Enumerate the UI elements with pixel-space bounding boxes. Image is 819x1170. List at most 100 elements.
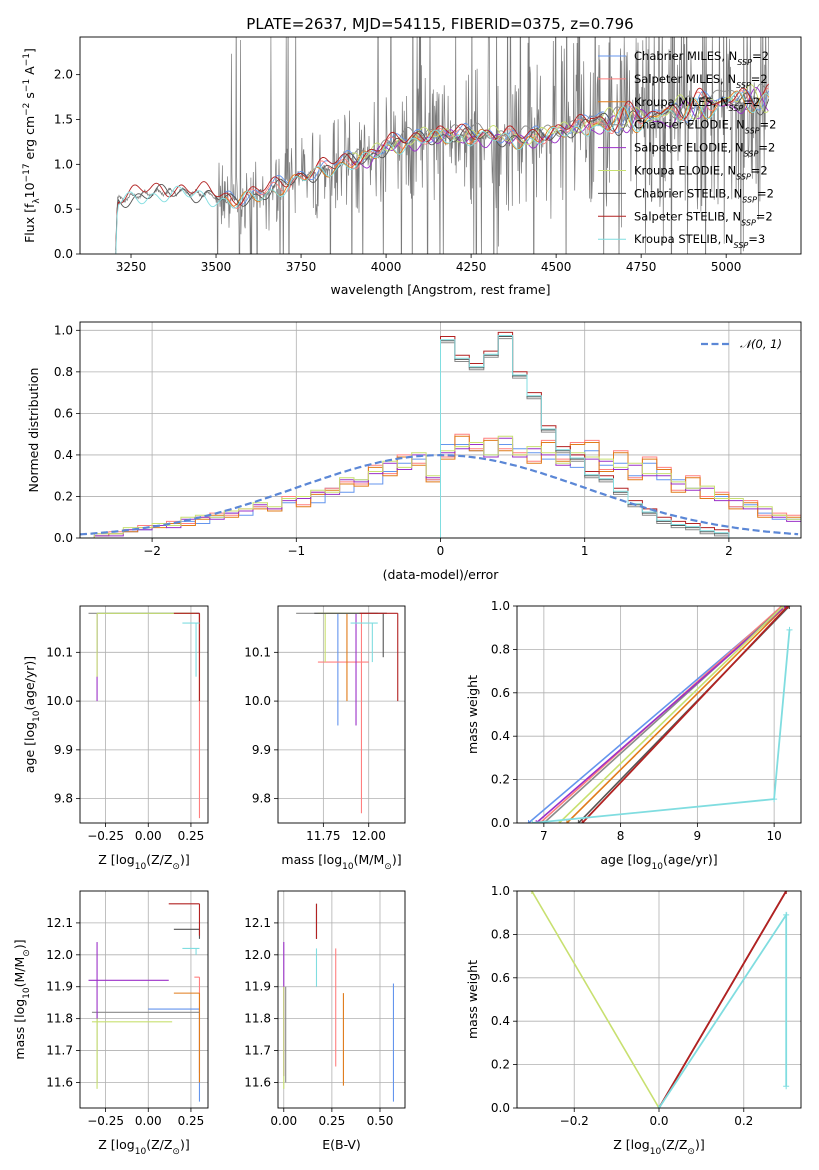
y-tick-label: 0.2 [491,773,510,787]
x-tick-label: −0.25 [87,1114,124,1128]
x-tick-label: 12.00 [352,829,386,843]
y-tick-label: 12.1 [46,916,73,930]
y-tick-label: 1.0 [54,157,73,171]
x-tick-label: 7 [540,829,548,843]
y-axis-label: mass [log10(M/M⊙)] [12,939,32,1059]
panel-massweight_vs_age: 7 8 9 10 0.0 0.2 0.4 0.6 0.8 1.0 age [log10(age/yr… [465,599,802,872]
mass-weight-marker [783,1083,790,1090]
x-tick-label: 10 [766,829,781,843]
x-tick-label: 1 [581,544,589,558]
y-tick-label: 11.8 [244,1012,271,1026]
panel-mass_vs_Z: −0.25 0.00 0.25 11.6 11.7 11.8 11.9 12.0 12.1 Z [… [12,890,209,1157]
mass-weight-marker [783,891,790,894]
plot-area-age_vs_Z [88,612,201,819]
x-tick-label: 8 [617,829,625,843]
y-tick-label: 11.9 [46,980,73,994]
legend-entry: Chabrier MILES, NSSP=2 [634,49,769,67]
panel-residuals: −2 −1 0 1 2 0.0 0.2 0.4 0.6 0.8 1.0 (data-model)/er… [26,321,802,582]
x-tick-label: 11.75 [306,829,340,843]
panel-spectrum: 3250 3500 3750 4000 4250 4500 4750 5000 0.0 0.5 1.… [22,36,802,297]
x-tick-label: 0.00 [135,829,162,843]
x-axis-label: age [log10(age/yr)] [600,852,717,872]
y-tick-label: 11.7 [46,1044,73,1058]
panel-mass_vs_ebv: 0.00 0.25 0.50 11.6 11.7 11.8 11.9 12.0 12.1 E(B-… [244,890,406,1152]
x-axis-label: mass [log10(M/M⊙)] [281,852,401,872]
mass-weight-marker [786,606,793,609]
data-spectrum-line [115,37,769,254]
legend-entry: Kroupa STELIB, NSSP=3 [634,232,765,250]
x-tick-label: 0.0 [649,1114,668,1128]
y-tick-label: 0.4 [491,1014,510,1028]
mass-weight-line-salpeter-elodie [535,606,787,823]
y-tick-label: 0.8 [491,927,510,941]
y-tick-label: 0.2 [54,489,73,503]
model-line-kroupa-elodie [351,84,769,159]
panel-age_vs_mass: 11.75 12.00 9.8 9.9 10.0 10.1 mass [log10(M/M⊙… [244,605,406,872]
x-tick-label: −2 [143,544,161,558]
x-axis-label: wavelength [Angstrom, rest frame] [330,282,550,297]
y-tick-label: 12.0 [46,948,73,962]
x-tick-label: 5000 [711,260,742,274]
axes-frame [516,605,802,824]
mass-weight-marker [786,626,793,633]
legend-entry: Chabrier ELODIE, NSSP=2 [634,118,776,136]
mass-weight-line-salpeter-stelib [658,891,787,1108]
y-tick-label: 0.2 [491,1058,510,1072]
model-line-kroupa-stelib [115,91,770,254]
x-tick-label: 4500 [541,260,572,274]
x-tick-label: 3250 [116,260,147,274]
y-tick-label: 11.6 [46,1075,73,1089]
axes-frame [277,890,406,1109]
y-tick-label: 11.7 [244,1044,271,1058]
mass-weight-marker [656,1105,662,1108]
axes-frame [79,36,802,255]
x-tick-label: 3500 [201,260,232,274]
x-axis-label: Z [log10(Z/Z⊙)] [98,852,189,872]
mass-weight-line-kroupa-elodie [558,606,784,823]
x-tick-label: −0.25 [87,829,124,843]
panel-age_vs_Z: −0.25 0.00 0.25 9.8 9.9 10.0 10.1 Z [log10(Z/Z⊙… [22,605,209,872]
plot-area-age_vs_mass [296,612,399,814]
x-tick-label: 0.50 [367,1114,394,1128]
mass-weight-marker [575,820,582,823]
y-tick-label: 9.9 [54,743,73,757]
x-tick-label: 0.00 [135,1114,162,1128]
x-tick-label: 0.25 [178,1114,205,1128]
mass-weight-marker [533,820,540,823]
x-axis-label: E(B-V) [322,1137,361,1152]
legend-entry: Kroupa MILES, NSSP=2 [634,95,760,113]
model-line-chabrier-stelib [115,92,770,251]
mass-weight-line-salpeter-stelib [581,606,789,823]
x-tick-label: 4250 [456,260,487,274]
x-tick-label: 0.25 [319,1114,346,1128]
plot-area-massweight_vs_Z [528,891,790,1108]
x-tick-label: 4750 [626,260,657,274]
histogram-kroupa-stelib [80,335,801,538]
mass-weight-marker [783,911,790,918]
x-tick-label: −1 [287,544,305,558]
y-tick-label: 1.0 [491,884,510,898]
axes-frame [277,605,406,824]
y-tick-label: 0.4 [491,729,510,743]
x-axis-label: Z [log10(Z/Z⊙)] [98,1137,189,1157]
y-tick-label: 10.0 [46,694,73,708]
plot-area-residuals [80,331,801,538]
y-axis-label: mass weight [465,960,480,1039]
plot-area-mass_vs_ebv [283,903,395,1102]
mass-weight-line-kroupa-elodie [531,891,660,1108]
y-tick-label: 0.8 [491,642,510,656]
axes-frame [79,605,209,824]
legend-entry: Salpeter MILES, NSSP=2 [634,72,768,90]
panels: 3250 3500 3750 4000 4250 4500 4750 5000 0.0 0.5 1.… [12,36,802,1157]
y-tick-label: 9.8 [252,792,271,806]
y-tick-label: 10.1 [46,645,73,659]
y-axis-label: Normed distribution [26,368,41,493]
y-tick-label: 0.0 [54,531,73,545]
y-tick-label: 0.6 [54,406,73,420]
figure-title: PLATE=2637, MJD=54115, FIBERID=0375, z=0… [246,15,633,33]
plot-area-massweight_vs_age [525,606,793,823]
mass-weight-marker [528,891,535,894]
y-tick-label: 0.6 [491,971,510,985]
y-tick-label: 10.0 [244,694,271,708]
